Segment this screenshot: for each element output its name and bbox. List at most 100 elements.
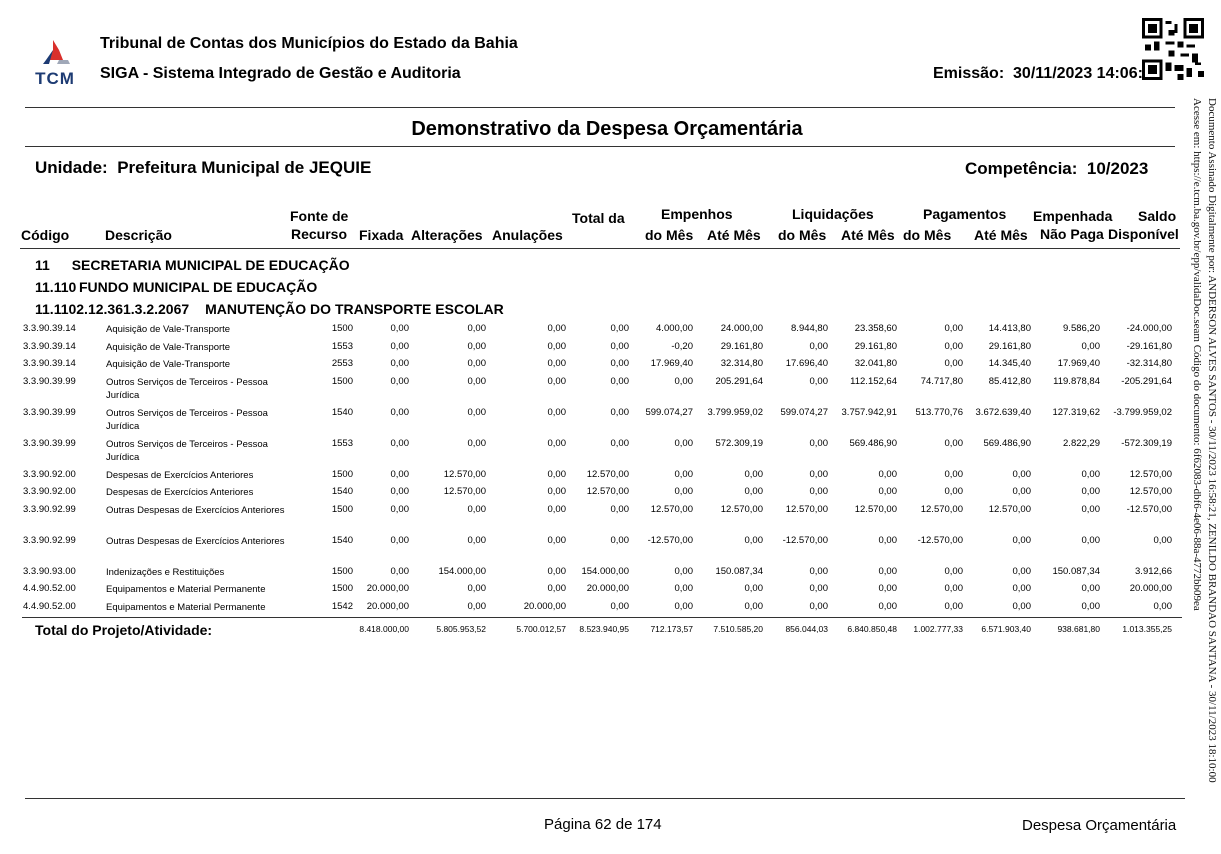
unidade: Unidade: Prefeitura Municipal de JEQUIE [35,158,371,178]
cell-fonte: 1500 [331,468,353,480]
cell-value: 20.000,00 [366,583,409,594]
col-saldo-1: Saldo [1138,208,1177,224]
cell-value: 150.087,34 [715,565,763,577]
cell-value: 8.944,80 [791,323,828,334]
cell-codigo: 4.4.90.52.00 [23,583,76,594]
cell-value: 20.000,00 [586,583,629,594]
total-value: 8.523.940,95 [579,624,629,634]
total-label: Total do Projeto/Atividade: [35,622,213,638]
cell-value: 119.878,84 [1053,375,1100,387]
total-value: 7.510.585,20 [713,624,763,634]
cell-value: 0,00 [610,323,630,334]
emissao-value: 30/11/2023 14:06:24 [1013,65,1161,82]
cell-codigo: 3.3.90.92.99 [23,534,76,546]
cell-value: -24.000,00 [1126,323,1172,334]
cell-value: 0,00 [1153,534,1173,546]
total-value: 5.700.012,57 [516,624,566,634]
qr-code [1142,18,1204,80]
cell-value: 0,00 [878,534,898,546]
cell-value: 0,00 [1081,340,1101,352]
col-pag-ate: Até Mês [974,227,1028,243]
cell-descricao: Aquisição de Vale-Transporte [106,359,231,370]
cell-descricao: Outros Serviços de Terceiros - Pessoa Ju… [106,438,268,463]
cell-codigo: 3.3.90.92.00 [23,486,76,497]
cell-value: 0,00 [390,358,410,369]
total-value: 856.044,03 [785,624,828,634]
cell-value: 0,00 [878,600,898,612]
col-emp-ate: Até Mês [707,227,761,243]
total-value: 1.013.355,25 [1122,624,1172,634]
cell-value: 0,00 [809,468,829,480]
cell-value: 74.717,80 [920,375,963,387]
cell-value: 0,00 [390,503,410,515]
cell-value: 0,00 [1081,583,1101,594]
page-title: Demonstrativo da Despesa Orçamentária [411,118,803,140]
cell-value: 32.314,80 [720,358,763,369]
cell-value: 0,00 [467,323,487,334]
cell-value: 0,00 [467,358,487,369]
cell-value: 0,00 [390,565,410,577]
cell-value: 0,00 [1081,468,1101,480]
cell-value: 0,00 [674,468,694,480]
cell-value: 0,00 [809,340,829,352]
cell-value: -12.570,00 [782,534,828,546]
cell-value: 0,00 [547,468,567,480]
cell-value: 0,00 [390,486,410,497]
cell-value: 0,00 [944,600,964,612]
cell-value: -12.570,00 [1126,503,1172,515]
cell-value: 0,00 [390,323,410,334]
cell-value: 0,00 [1153,600,1173,612]
cell-value: 0,00 [809,437,829,449]
cell-codigo: 3.3.90.39.14 [23,323,76,334]
col-liq-mes: do Mês [778,227,827,243]
col-empenhada-1: Empenhada [1033,208,1113,224]
col-codigo: Código [21,227,70,243]
cell-fonte: 1542 [331,600,353,612]
cell-value: 20.000,00 [523,600,566,612]
cell-value: 0,00 [610,503,630,515]
cell-value: 0,00 [390,437,410,449]
cell-value: 0,00 [547,437,567,449]
cell-value: 17.969,40 [1057,358,1100,369]
cell-value: 3.912,66 [1135,565,1172,577]
group-code: 11 [35,257,50,273]
cell-value: 569.486,90 [849,437,897,449]
cell-value: 0,00 [744,583,764,594]
cell-value: -12.570,00 [917,534,963,546]
cell-value: -0,20 [671,340,693,352]
cell-value: 0,00 [944,583,964,594]
col-fonte-2: Recurso [291,226,348,242]
cell-value: 0,00 [878,468,898,480]
cell-value: 0,00 [1012,534,1032,546]
total-value: 6.571.903,40 [981,624,1031,634]
cell-value: 0,00 [1012,583,1032,594]
cell-fonte: 1500 [331,583,353,594]
cell-value: 12.570,00 [586,486,629,497]
group-name: SECRETARIA MUNICIPAL DE EDUCAÇÃO [71,257,350,273]
cell-value: 12.570,00 [1129,486,1172,497]
cell-value: 0,00 [610,534,630,546]
cell-codigo: 3.3.90.39.14 [23,340,76,352]
cell-value: 0,00 [944,340,964,352]
cell-value: 112.152,64 [850,375,897,387]
cell-fonte: 1553 [331,437,353,449]
divider [22,617,1182,618]
cell-value: 12.570,00 [988,503,1031,515]
cell-value: 0,00 [809,375,829,387]
cell-value: 599.074,27 [645,406,693,418]
total-value: 938.681,80 [1057,624,1100,634]
cell-value: 0,00 [390,375,410,387]
cell-descricao: Equipamentos e Material Permanente [106,601,266,613]
cell-value: -205.291,64 [1121,375,1172,387]
cell-value: 0,00 [944,565,964,577]
cell-descricao: Outros Serviços de Terceiros - Pessoa Ju… [106,376,268,401]
competencia-value: 10/2023 [1086,159,1149,178]
total-value: 1.002.777,33 [913,624,963,634]
cell-value: 0,00 [390,340,410,352]
cell-value: 150.087,34 [1052,565,1100,577]
group-projeto: 11.1102.12.361.3.2.2067 MANUTENÇÃO DO TR… [35,301,504,317]
cell-value: 154.000,00 [438,565,486,577]
cell-value: 0,00 [547,583,567,594]
emissao-label: Emissão: [933,65,1005,82]
cell-value: 0,00 [809,583,829,594]
